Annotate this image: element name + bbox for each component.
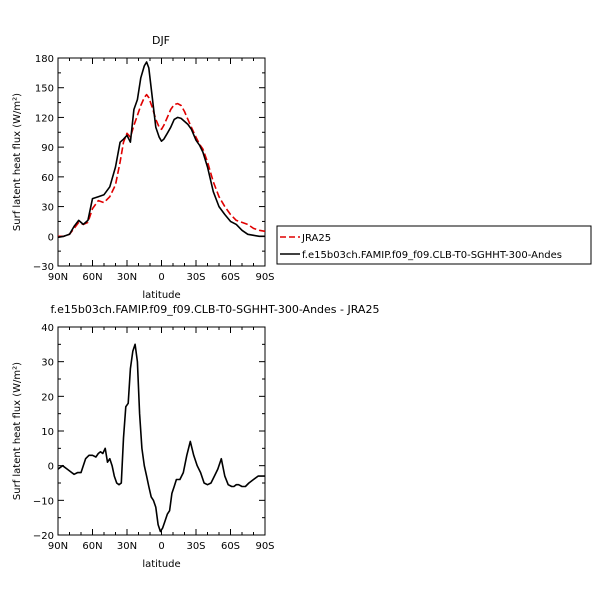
y-tick-label: 30 xyxy=(41,358,54,369)
x-tick-label: 90N xyxy=(48,541,68,552)
y-tick-label: 150 xyxy=(35,84,54,95)
series-line-0 xyxy=(58,93,266,238)
y-tick-label: 120 xyxy=(35,113,54,124)
x-tick-label: 0 xyxy=(158,541,164,552)
series-line-0 xyxy=(57,343,265,533)
x-tick-label: 90S xyxy=(255,272,274,283)
upper-chart: DJF 90N 60N 30N 0 30S 60S 90S −30 0 30 60 90 120 150 18… xyxy=(12,34,275,301)
x-axis-label: latitude xyxy=(142,290,180,301)
x-tick-label: 0 xyxy=(158,272,164,283)
y-axis-label: Surf latent heat flux (W/m²) xyxy=(12,362,23,500)
legend-label-0: JRA25 xyxy=(301,233,331,244)
y-tick-label: 10 xyxy=(41,427,54,438)
y-tick-label: 20 xyxy=(41,392,54,403)
x-tick-label: 60N xyxy=(82,541,102,552)
legend-box xyxy=(276,225,592,265)
x-tick-label: 90N xyxy=(48,272,68,283)
x-tick-label: 30N xyxy=(117,272,137,283)
x-axis-label: latitude xyxy=(142,559,180,570)
chart-title: DJF xyxy=(152,34,170,47)
y-tick-label: 0 xyxy=(48,232,54,243)
y-tick-label: 40 xyxy=(41,323,54,334)
lower-chart: f.e15b03ch.FAMIP.f09_f09.CLB-T0-SGHHT-30… xyxy=(12,303,379,570)
y-tick-label: 90 xyxy=(41,143,54,154)
y-tick-label: −10 xyxy=(33,496,54,507)
series-line-1 xyxy=(57,61,265,239)
y-tick-label: −20 xyxy=(33,531,54,542)
plot-frame xyxy=(57,326,266,536)
legend-label-1: f.e15b03ch.FAMIP.f09_f09.CLB-T0-SGHHT-30… xyxy=(302,250,562,261)
chart-title: f.e15b03ch.FAMIP.f09_f09.CLB-T0-SGHHT-30… xyxy=(51,303,380,316)
plot-frame xyxy=(57,57,266,267)
x-tick-label: 60S xyxy=(221,272,240,283)
y-tick-label: 30 xyxy=(41,203,54,214)
x-tick-label: 60S xyxy=(221,541,240,552)
x-tick-label: 90S xyxy=(255,541,274,552)
x-tick-label: 60N xyxy=(82,272,102,283)
x-tick-label: 30S xyxy=(186,541,205,552)
y-tick-label: 60 xyxy=(41,173,54,184)
y-axis-label: Surf latent heat flux (W/m²) xyxy=(12,93,23,231)
x-tick-label: 30N xyxy=(117,541,137,552)
x-tick-label: 30S xyxy=(186,272,205,283)
y-tick-label: −30 xyxy=(33,262,54,273)
y-tick-label: 180 xyxy=(35,54,54,65)
legend: JRA25 f.e15b03ch.FAMIP.f09_f09.CLB-T0-SGH… xyxy=(276,225,592,265)
y-tick-label: 0 xyxy=(48,462,54,473)
